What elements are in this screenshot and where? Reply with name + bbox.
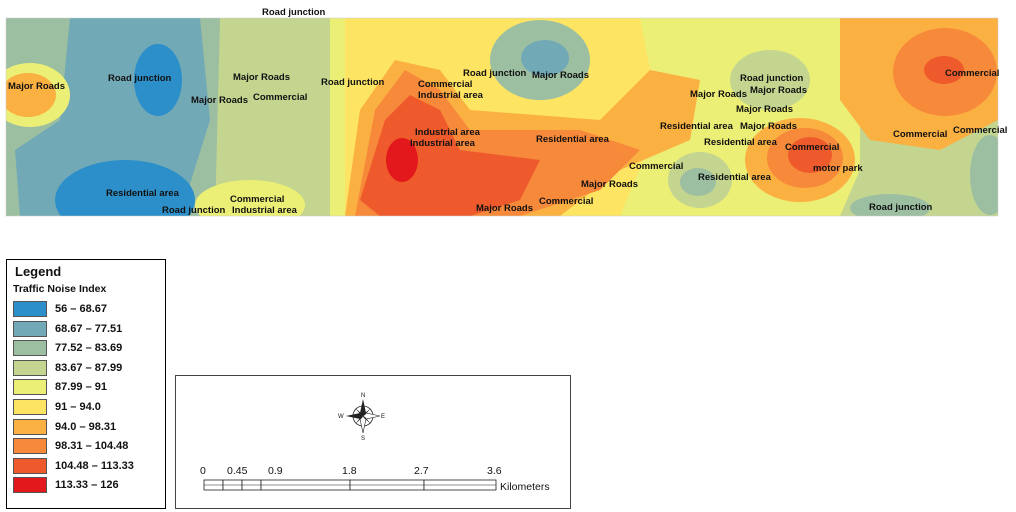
map-label: Commercial (893, 129, 947, 140)
map-label: Road junction (262, 7, 326, 18)
map-label: Major Roads (532, 70, 589, 81)
noise-map: Road junction Major Roads Road junction … (0, 0, 1016, 230)
compass-e: E (381, 414, 385, 420)
legend-range: 77.52 – 83.69 (55, 342, 123, 355)
legend-swatch (13, 320, 47, 337)
legend-range: 94.0 – 98.31 (55, 420, 117, 433)
map-label: Commercial (418, 79, 472, 90)
compass-w: W (338, 414, 344, 420)
legend-range: 104.48 – 113.33 (55, 459, 134, 472)
map-label: Major Roads (233, 72, 290, 83)
map-label: Road junction (162, 205, 226, 216)
legend-range: 87.99 – 91 (55, 381, 107, 394)
map-label: Industrial area (415, 127, 481, 138)
map-label: Road junction (740, 73, 804, 84)
map-label: Residential area (660, 121, 734, 132)
map-label: Commercial (253, 92, 307, 103)
map-label: Major Roads (8, 81, 65, 92)
map-label: Industrial area (232, 205, 298, 216)
map-label: Industrial area (418, 90, 484, 101)
map-label: Residential area (106, 188, 180, 199)
map-label: Major Roads (191, 95, 248, 106)
map-label: Residential area (698, 172, 772, 183)
map-label: Major Roads (740, 121, 797, 132)
legend-range: 83.67 – 87.99 (55, 361, 123, 374)
map-label: Commercial (945, 68, 999, 79)
scale-bar (203, 479, 497, 491)
legend-range: 56 – 68.67 (55, 303, 107, 315)
scale-tick-label: 3.6 (487, 465, 502, 477)
map-label: Road junction (869, 202, 933, 213)
scale-tick-label: 0.9 (268, 465, 283, 477)
legend-range: 113.33 – 126 (55, 479, 119, 492)
map-label: Major Roads (750, 85, 807, 96)
map-label: Commercial (230, 194, 284, 205)
map-label: motor park (813, 163, 863, 174)
scale-unit-label: Kilometers (500, 481, 550, 493)
legend-title: Legend (15, 264, 62, 279)
scale-compass-box: N S E W 0 0.45 0.9 1.8 2.7 3.6 Kilometer… (175, 375, 571, 509)
legend-range: 91 – 94.0 (55, 400, 101, 413)
map-label: Major Roads (476, 203, 533, 214)
legend-swatch (13, 359, 47, 376)
map-label: Commercial (629, 161, 683, 172)
legend-swatch (13, 379, 47, 396)
scale-tick-label: 1.8 (342, 465, 357, 477)
map-label: Commercial (785, 142, 839, 153)
map-label: Commercial (539, 196, 593, 207)
legend-swatch (13, 438, 47, 455)
legend-swatch (13, 340, 47, 357)
legend-range: 68.67 – 77.51 (55, 322, 123, 335)
scale-tick-label: 0 (200, 465, 206, 477)
legend-swatch (13, 301, 47, 317)
map-label: Road junction (463, 68, 527, 79)
legend-swatch (13, 477, 47, 494)
legend-swatch (13, 457, 47, 474)
map-label: Road junction (108, 73, 172, 84)
map-legend: Legend Traffic Noise Index 56 – 68.67 68… (6, 259, 166, 509)
compass-n: N (361, 393, 365, 399)
legend-swatch (13, 418, 47, 435)
legend-swatch (13, 398, 47, 415)
map-label: Major Roads (581, 179, 638, 190)
map-label: Residential area (704, 137, 778, 148)
scale-tick-label: 2.7 (414, 465, 429, 477)
map-label: Residential area (536, 134, 610, 145)
scale-tick-label: 0.45 (227, 465, 248, 477)
compass-s: S (361, 436, 365, 442)
map-label: Major Roads (690, 89, 747, 100)
map-label: Industrial area (410, 138, 476, 149)
map-label: Road junction (321, 77, 385, 88)
legend-range: 98.31 – 104.48 (55, 440, 129, 453)
map-label: Major Roads (736, 104, 793, 115)
compass-rose-icon: N S E W (338, 393, 385, 442)
legend-subtitle: Traffic Noise Index (13, 283, 107, 295)
map-label: Commercial (953, 125, 1007, 136)
